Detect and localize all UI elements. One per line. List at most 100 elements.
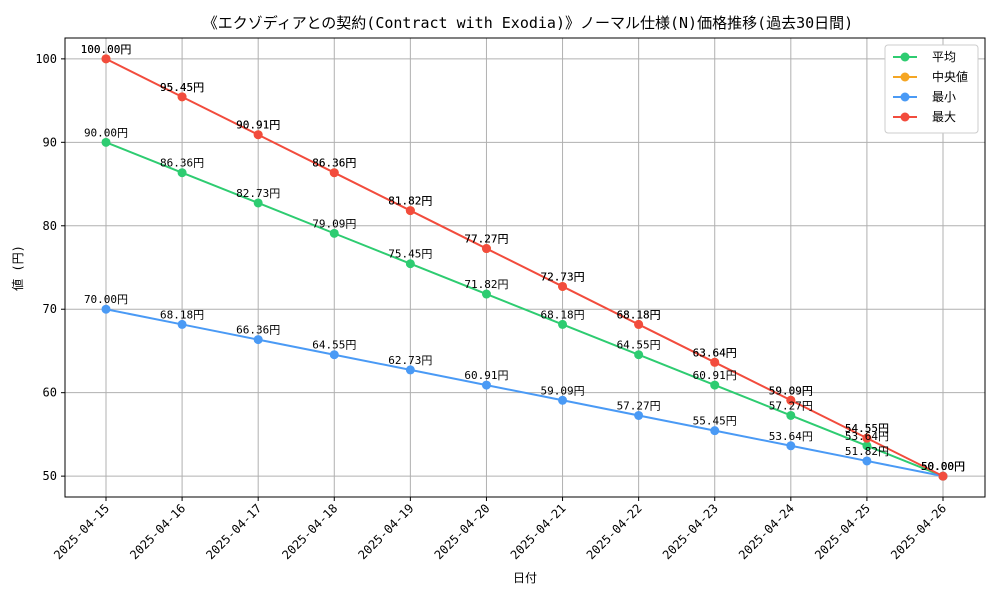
y-tick-label: 70 xyxy=(43,302,57,316)
data-label: 64.55円 xyxy=(617,339,661,352)
legend-marker xyxy=(900,72,910,82)
legend-item: 中央値 xyxy=(893,69,968,84)
data-point xyxy=(101,137,111,147)
data-label: 60.91円 xyxy=(693,369,737,382)
data-label: 53.64円 xyxy=(845,430,889,443)
data-label: 77.27円 xyxy=(464,233,508,246)
data-label: 81.82円 xyxy=(388,195,432,208)
data-point xyxy=(253,198,263,208)
data-point xyxy=(862,441,872,451)
data-label: 59.09円 xyxy=(769,384,813,397)
legend-box xyxy=(884,44,979,134)
data-point xyxy=(862,456,872,466)
x-tick-label: 2025-04-18 xyxy=(279,501,340,562)
data-label: 72.73円 xyxy=(540,270,584,283)
data-point xyxy=(558,281,568,291)
data-labels-layer: 90.00円 86.36円 82.73円 79.09円 75.45円 71.82円 68.1… xyxy=(81,43,965,473)
data-label: 50.00円 xyxy=(921,460,965,473)
y-axis-label: 値 (円) xyxy=(10,245,25,291)
x-tick-label: 2025-04-23 xyxy=(660,501,721,562)
data-point xyxy=(786,441,796,451)
data-point xyxy=(558,395,568,405)
series-line xyxy=(105,141,944,478)
data-label: 82.73円 xyxy=(236,187,280,200)
data-point xyxy=(481,380,491,390)
legend-marker xyxy=(900,92,910,102)
series-line xyxy=(105,308,944,478)
data-point xyxy=(786,395,796,405)
data-label: 57.27円 xyxy=(617,399,661,412)
data-label: 62.73円 xyxy=(388,354,432,367)
y-tick-label: 60 xyxy=(43,386,57,400)
data-point xyxy=(177,168,187,178)
data-label: 90.00円 xyxy=(84,126,128,139)
data-label: 95.45円 xyxy=(160,81,204,94)
x-tick-label: 2025-04-15 xyxy=(51,501,112,562)
y-tick-label: 90 xyxy=(43,135,57,149)
series-3 xyxy=(101,54,948,481)
x-axis-label: 日付 xyxy=(513,571,537,585)
data-label: 81.82円 xyxy=(388,195,432,208)
data-point xyxy=(253,335,263,345)
x-tick-label: 2025-04-25 xyxy=(812,501,873,562)
y-tick-label: 50 xyxy=(43,469,57,483)
x-tick-label: 2025-04-26 xyxy=(888,501,949,562)
data-point xyxy=(405,365,415,375)
data-point xyxy=(634,410,644,420)
data-point xyxy=(329,350,339,360)
legend-item: 最大 xyxy=(893,110,956,124)
data-label: 86.36円 xyxy=(160,157,204,170)
data-point xyxy=(101,304,111,314)
grid xyxy=(65,38,985,497)
legend-marker xyxy=(900,112,910,122)
series-0 xyxy=(101,137,948,481)
data-label: 63.64円 xyxy=(693,346,737,359)
data-point xyxy=(938,471,948,481)
data-label: 86.36円 xyxy=(312,157,356,170)
legend-label: 最大 xyxy=(932,110,956,124)
chart-title: 《エクゾディアとの契約(Contract with Exodia)》ノーマル仕様… xyxy=(203,14,853,32)
data-label: 57.27円 xyxy=(769,399,813,412)
data-point xyxy=(710,380,720,390)
data-label: 100.00円 xyxy=(81,43,132,56)
data-point xyxy=(329,168,339,178)
data-point xyxy=(710,426,720,436)
data-point xyxy=(481,244,491,254)
data-label: 50.00円 xyxy=(921,460,965,473)
data-label: 59.09円 xyxy=(769,384,813,397)
series-layer xyxy=(101,54,948,481)
data-point xyxy=(558,319,568,329)
data-label: 86.36円 xyxy=(312,157,356,170)
series-line xyxy=(105,57,944,478)
data-label: 51.82円 xyxy=(845,445,889,458)
legend-marker xyxy=(900,52,910,62)
plot-frame xyxy=(64,37,986,498)
legend-item: 平均 xyxy=(893,50,956,64)
data-label: 50.00円 xyxy=(921,460,965,473)
data-label: 64.55円 xyxy=(312,339,356,352)
data-point xyxy=(481,289,491,299)
data-point xyxy=(862,433,872,443)
legend-item: 最小 xyxy=(893,90,956,104)
x-axis: 2025-04-15 2025-04-16 2025-04-17 2025-04-18… xyxy=(51,497,949,562)
data-label: 55.45円 xyxy=(693,415,737,428)
data-label: 50.00円 xyxy=(921,460,965,473)
data-label: 60.91円 xyxy=(464,369,508,382)
x-tick-label: 2025-04-16 xyxy=(127,501,188,562)
data-label: 75.45円 xyxy=(388,248,432,261)
legend-label: 最小 xyxy=(932,90,956,104)
x-tick-label: 2025-04-17 xyxy=(203,501,264,562)
data-label: 100.00円 xyxy=(81,43,132,56)
data-label: 79.09円 xyxy=(312,217,356,230)
data-point xyxy=(405,259,415,269)
data-point xyxy=(405,206,415,216)
x-tick-label: 2025-04-24 xyxy=(736,501,797,562)
legend-label: 平均 xyxy=(932,50,956,64)
x-tick-label: 2025-04-22 xyxy=(584,501,645,562)
data-label: 71.82円 xyxy=(464,278,508,291)
data-point xyxy=(634,350,644,360)
y-tick-label: 100 xyxy=(35,52,57,66)
data-point xyxy=(710,357,720,367)
data-point xyxy=(634,319,644,329)
